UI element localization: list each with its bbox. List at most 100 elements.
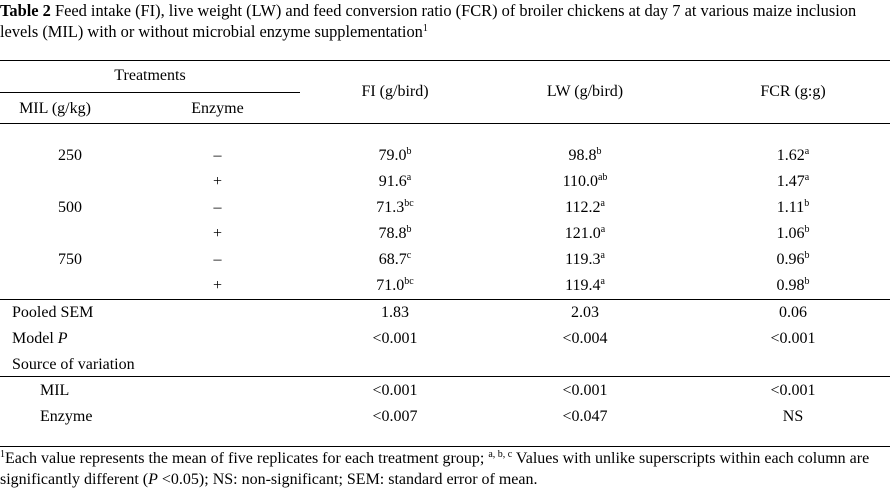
pooled-sem-fi: 1.83 (381, 304, 409, 321)
footnote-part-3: <0.05); NS: non-significant; SEM: standa… (157, 471, 538, 488)
row-lw-value: 98.8 (568, 147, 597, 164)
row-fcr-cell: 1.47a (718, 172, 868, 192)
pooled-sem-label: Pooled SEM (12, 304, 94, 321)
header-fi: FI (g/bird) (361, 83, 429, 100)
row-enzyme-cell: – (213, 199, 222, 216)
row-fcr-value: 0.98 (776, 277, 805, 294)
enzyme-row-label: Enzyme (40, 408, 93, 425)
row-lw-value: 112.2 (565, 199, 601, 216)
row-fcr-value: 1.11 (776, 199, 805, 216)
row-fcr-superscript: a (804, 146, 810, 157)
row-lw-cell: 98.8b (510, 146, 660, 166)
top-rule (0, 60, 890, 61)
table-caption: Table 2 Feed intake (FI), live weight (L… (0, 0, 890, 42)
bottom-rule (0, 446, 890, 447)
row-enzyme-cell: – (213, 251, 222, 268)
model-p-label: Model P (12, 329, 68, 349)
row-fcr-superscript: b (804, 276, 810, 287)
footnote-part-2: Values with unlike superscripts within e… (0, 450, 870, 488)
row-fcr-superscript: b (804, 198, 810, 209)
enzyme-row-lw: <0.047 (562, 408, 608, 425)
row-lw-cell: 119.3a (510, 250, 660, 270)
row-enzyme-cell: – (213, 147, 222, 164)
row-lw-cell: 112.2a (510, 198, 660, 218)
row-lw-superscript: a (600, 276, 605, 287)
row-lw-cell: 119.4a (510, 276, 660, 296)
row-lw-superscript: a (600, 198, 605, 209)
row-lw-superscript: ab (597, 172, 608, 183)
row-lw-cell: 121.0a (510, 224, 660, 244)
model-p-label-text: Model (12, 330, 58, 347)
row-fi-superscript: c (406, 250, 412, 261)
mil-row-label: MIL (40, 382, 70, 399)
row-fcr-value: 1.06 (776, 225, 805, 242)
row-fi-value: 78.8 (378, 225, 407, 242)
header-rule (0, 123, 890, 124)
row-fcr-superscript: a (804, 172, 810, 183)
row-fi-superscript: bc (404, 276, 414, 287)
row-fi-superscript: b (406, 146, 412, 157)
row-lw-cell: 110.0ab (510, 172, 660, 192)
model-p-label-italic: P (57, 330, 68, 347)
pooled-sem-fcr: 0.06 (779, 304, 807, 321)
caption-footnote-marker: 1 (422, 23, 428, 34)
footnote-p-italic: P (148, 471, 158, 488)
mil-row-fi: <0.001 (372, 382, 418, 399)
row-fi-value: 68.7 (378, 251, 407, 268)
treatments-underline (0, 92, 300, 93)
caption-text: Feed intake (FI), live weight (LW) and f… (0, 1, 857, 41)
row-lw-value: 110.0 (562, 173, 598, 190)
row-enzyme-cell: + (212, 277, 223, 294)
enzyme-row-fcr: NS (782, 408, 804, 425)
row-mil-cell: 500 (58, 199, 82, 216)
row-fi-value: 71.0 (376, 277, 405, 294)
row-fcr-cell: 1.11b (718, 198, 868, 218)
header-treatments: Treatments (114, 67, 186, 84)
row-lw-value: 119.4 (565, 277, 601, 294)
source-rule (0, 376, 890, 377)
row-fi-value: 71.3 (376, 199, 405, 216)
row-fcr-cell: 0.96b (718, 250, 868, 270)
header-lw: LW (g/bird) (546, 83, 624, 100)
footnote-marker-1: 1 (0, 449, 5, 460)
sem-rule (0, 299, 890, 300)
model-p-fi: <0.001 (372, 330, 418, 347)
row-fi-value: 79.0 (378, 147, 407, 164)
row-fcr-value: 1.47 (776, 173, 805, 190)
row-fi-cell: 91.6a (320, 172, 470, 192)
mil-row-fcr: <0.001 (770, 382, 816, 399)
row-fi-superscript: b (406, 224, 412, 235)
mil-row-lw: <0.001 (562, 382, 608, 399)
row-fi-cell: 79.0b (320, 146, 470, 166)
footnote-marker-abc: a, b, c (488, 449, 513, 460)
table-label: Table 2 (0, 1, 51, 20)
row-fcr-value: 1.62 (776, 147, 805, 164)
row-fcr-value: 0.96 (776, 251, 805, 268)
pooled-sem-lw: 2.03 (571, 304, 599, 321)
row-fi-cell: 78.8b (320, 224, 470, 244)
row-fcr-cell: 0.98b (718, 276, 868, 296)
row-fi-value: 91.6 (378, 173, 407, 190)
row-fi-cell: 71.3bc (320, 198, 470, 218)
footnote-part-1: Each value represents the mean of five r… (5, 450, 489, 467)
row-lw-superscript: a (600, 250, 605, 261)
source-of-variation-label: Source of variation (12, 356, 135, 373)
model-p-fcr: <0.001 (770, 330, 816, 347)
header-mil: MIL (g/kg) (19, 100, 91, 117)
model-p-lw: <0.004 (562, 330, 608, 347)
row-mil-cell: 750 (58, 251, 82, 268)
row-lw-value: 119.3 (565, 251, 601, 268)
row-mil-cell: 250 (58, 147, 82, 164)
row-enzyme-cell: + (212, 173, 223, 190)
row-fi-superscript: a (406, 172, 412, 183)
row-lw-superscript: a (600, 224, 606, 235)
row-fcr-cell: 1.62a (718, 146, 868, 166)
row-fi-cell: 71.0bc (320, 276, 470, 296)
enzyme-row-fi: <0.007 (372, 408, 418, 425)
row-fcr-superscript: b (804, 250, 810, 261)
row-fcr-cell: 1.06b (718, 224, 868, 244)
header-enzyme: Enzyme (191, 100, 244, 117)
row-fcr-superscript: b (804, 224, 810, 235)
row-lw-value: 121.0 (564, 225, 601, 242)
header-fcr: FCR (g:g) (760, 83, 826, 100)
